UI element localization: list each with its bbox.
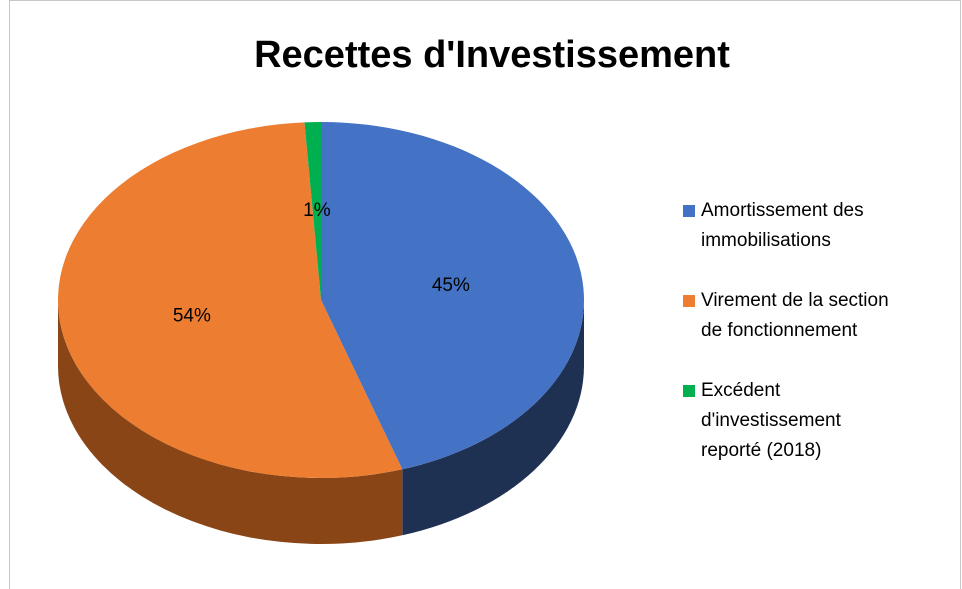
chart-title: Recettes d'Investissement: [254, 34, 730, 76]
legend-swatch: [683, 385, 695, 397]
data-label: 54%: [173, 306, 211, 327]
pie-slice: [58, 122, 403, 478]
data-label: 45%: [432, 275, 470, 296]
data-label: 1%: [303, 200, 331, 221]
pie-slice: [321, 122, 584, 470]
pie-side: [58, 300, 403, 545]
legend-label: Amortissement des immobilisations: [701, 200, 864, 251]
legend-label: Virement de la section de fonctionnement: [701, 290, 889, 341]
legend-swatch: [683, 295, 695, 307]
chart-frame: [9, 0, 961, 589]
legend-label: Excédent d'investissement reporté (2018): [701, 380, 842, 461]
legend-swatch: [683, 205, 695, 217]
pie-slice: [304, 122, 321, 300]
pie-side: [402, 300, 584, 536]
